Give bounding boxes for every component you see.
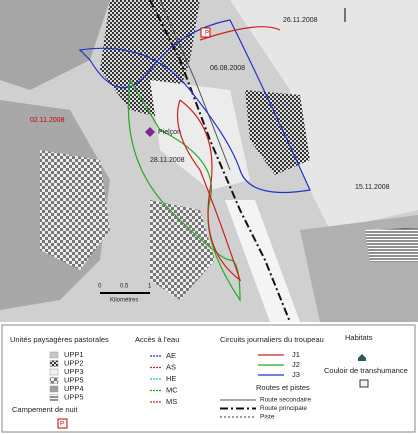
corridor bbox=[225, 200, 300, 322]
legend: Unités paysagères pastorales UPP1UPP2UPP3… bbox=[1, 324, 416, 433]
circuit-j3 bbox=[78, 19, 311, 193]
scale-tick: 0.5 bbox=[120, 284, 129, 290]
legend-item: HE bbox=[166, 374, 176, 383]
zone bbox=[230, 0, 418, 230]
legend-title: Campement de nuit bbox=[12, 405, 78, 414]
camp-marker bbox=[200, 27, 211, 38]
legend-item: UPP2 bbox=[64, 358, 84, 367]
zone bbox=[150, 80, 250, 190]
legend-swatch bbox=[49, 377, 59, 384]
legend-item: J2 bbox=[292, 360, 300, 369]
legend-item: Piste bbox=[260, 414, 275, 421]
legend-item: UPP3 bbox=[64, 367, 84, 376]
legend-item: MS bbox=[166, 397, 177, 406]
legend-title: Accès à l'eau bbox=[135, 335, 179, 344]
legend-item: AS bbox=[166, 362, 176, 371]
habitat-symbol bbox=[358, 354, 366, 361]
legend-item: UPP1 bbox=[64, 350, 84, 359]
legend-item: J1 bbox=[292, 350, 300, 359]
legend-swatch bbox=[49, 385, 59, 393]
date-label: 06.08.2008 bbox=[210, 65, 245, 72]
zone bbox=[365, 228, 418, 262]
camp-symbol bbox=[57, 418, 68, 429]
legend-item: MC bbox=[166, 385, 178, 394]
date-label: 28.11.2008 bbox=[150, 157, 185, 164]
main-road bbox=[149, 0, 291, 323]
legend-title: Couloir de transhumance bbox=[324, 366, 408, 375]
map: 26.11.2008 P 06.08.2008 Pielçon 28.11.20… bbox=[0, 0, 418, 323]
legend-title: Circuits journaliers du troupeau bbox=[220, 335, 324, 344]
legend-item: UPP5 bbox=[64, 375, 84, 384]
legend-item: UPP4 bbox=[64, 384, 84, 393]
scale-tick: 0 bbox=[98, 284, 102, 290]
circuit-j1 bbox=[176, 26, 281, 282]
legend-item: AE bbox=[166, 351, 176, 360]
zone bbox=[150, 200, 215, 300]
date-label: 02.11.2008 bbox=[30, 117, 65, 124]
date-label: 26.11.2008 bbox=[283, 17, 318, 24]
legend-item: UPP5 bbox=[64, 392, 84, 401]
camp-symbol-label: P bbox=[60, 422, 64, 428]
legend-swatch bbox=[49, 394, 59, 401]
legend-box bbox=[1, 324, 416, 433]
legend-title: Habitats bbox=[345, 333, 373, 342]
place-label: Pielçon bbox=[158, 129, 181, 136]
scale-tick: 1 bbox=[148, 284, 152, 290]
legend-title: Routes et pistes bbox=[256, 383, 310, 392]
corridor-symbol bbox=[359, 379, 369, 388]
legend-item: Route principale bbox=[260, 405, 307, 412]
scale-unit: Kilomètres bbox=[110, 298, 138, 304]
camp-label: P bbox=[205, 31, 209, 37]
legend-item: J3 bbox=[292, 370, 300, 379]
zone bbox=[40, 150, 110, 270]
legend-title: Unités paysagères pastorales bbox=[10, 335, 109, 344]
zone bbox=[0, 0, 110, 90]
legend-swatch bbox=[49, 360, 59, 367]
legend-item: Route secondaire bbox=[260, 397, 311, 404]
secondary-road bbox=[159, 0, 231, 171]
date-label: 15.11.2008 bbox=[355, 184, 390, 191]
village-marker bbox=[145, 127, 155, 137]
legend-swatch bbox=[49, 351, 59, 359]
legend-swatch bbox=[49, 368, 59, 376]
